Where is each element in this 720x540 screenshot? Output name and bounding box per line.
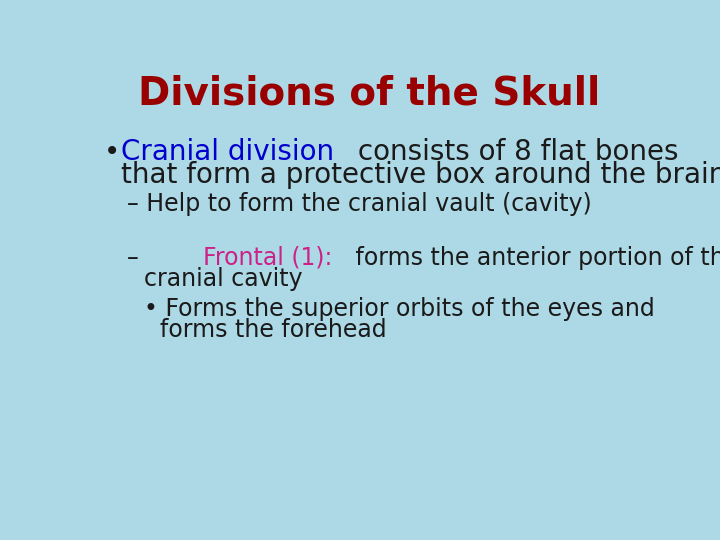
Text: • Forms the superior orbits of the eyes and: • Forms the superior orbits of the eyes … bbox=[144, 296, 655, 321]
Text: Divisions of the Skull: Divisions of the Skull bbox=[138, 74, 600, 112]
Text: forms the anterior portion of the: forms the anterior portion of the bbox=[348, 246, 720, 270]
Text: •: • bbox=[104, 138, 120, 166]
Text: Cranial division: Cranial division bbox=[121, 138, 334, 166]
Text: – Help to form the cranial vault (cavity): – Help to form the cranial vault (cavity… bbox=[127, 192, 592, 216]
Text: Frontal (1):: Frontal (1): bbox=[204, 246, 333, 270]
Text: forms the forehead: forms the forehead bbox=[160, 318, 387, 342]
Text: consists of 8 flat bones: consists of 8 flat bones bbox=[349, 138, 678, 166]
Text: cranial cavity: cranial cavity bbox=[144, 267, 303, 291]
Text: –: – bbox=[127, 246, 146, 270]
Text: that form a protective box around the brain.: that form a protective box around the br… bbox=[121, 161, 720, 189]
